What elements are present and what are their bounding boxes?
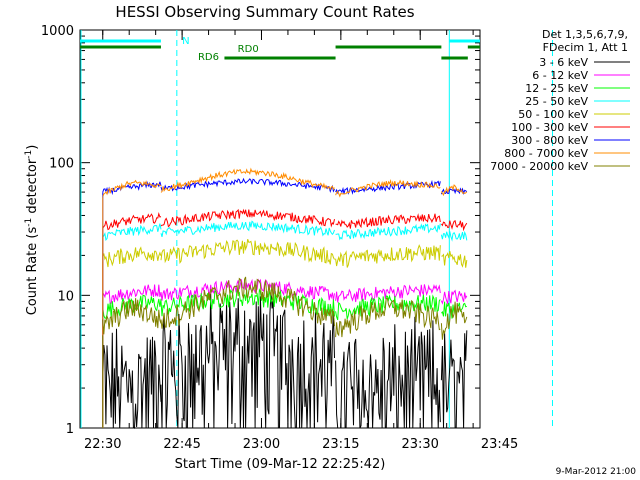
legend-entry-label: 800 - 7000 keV	[504, 147, 588, 160]
series-line-0	[102, 292, 468, 429]
legend-entry-label: 7000 - 20000 keV	[490, 160, 588, 173]
legend-entry-label: 100 - 300 keV	[511, 121, 588, 134]
chart-title: HESSI Observing Summary Count Rates	[115, 3, 414, 21]
annotation-rd6: RD6	[198, 52, 219, 63]
legend-header-line-1: Det 1,3,5,6,7,9,	[542, 28, 628, 41]
x-tick-label: 23:15	[322, 437, 359, 452]
footer-timestamp: 9-Mar-2012 21:00	[556, 467, 637, 477]
series-line-8	[102, 276, 468, 428]
x-tick-label: 23:30	[401, 437, 438, 452]
series-line-2	[102, 288, 467, 428]
legend-entry-label: 25 - 50 keV	[525, 95, 588, 108]
annotation-rd0: RD0	[238, 44, 259, 55]
legend-entry-label: 3 - 6 keV	[539, 56, 588, 69]
y-tick-label: 1	[66, 422, 74, 437]
series-line-6	[102, 177, 468, 428]
legend-entry-label: 300 - 800 keV	[511, 134, 588, 147]
series-line-4	[102, 239, 468, 428]
y-tick-label: 10	[57, 289, 74, 304]
series-line-5	[102, 208, 468, 428]
legend-entry-label: 50 - 100 keV	[518, 108, 588, 121]
x-tick-label: 23:45	[481, 437, 518, 452]
series-line-1	[102, 278, 468, 428]
plot-area: 1 10 100 1000 22:30 22:45 23:00 23:15 23:30 23:45…	[41, 24, 553, 452]
x-tick-label: 22:30	[84, 437, 121, 452]
x-axis-label: Start Time (09-Mar-12 22:25:42)	[175, 457, 386, 472]
x-tick-label: 23:00	[243, 437, 280, 452]
series-line-7	[102, 167, 468, 428]
legend-entry-label: 6 - 12 keV	[532, 69, 588, 82]
x-tick-label: 22:45	[163, 437, 200, 452]
legend: Det 1,3,5,6,7,9, FDecim 1, Att 1 3 - 6 k…	[490, 28, 630, 173]
y-tick-label: 1000	[41, 24, 74, 39]
annotation-n: N	[182, 36, 189, 47]
legend-entry-label: 12 - 25 keV	[525, 82, 588, 95]
legend-header-line-2: FDecim 1, Att 1	[543, 41, 628, 54]
y-tick-label: 100	[49, 157, 74, 172]
series-line-3	[102, 220, 468, 428]
y-axis-label: Count Rate (s-1 detector-1)	[24, 145, 40, 316]
